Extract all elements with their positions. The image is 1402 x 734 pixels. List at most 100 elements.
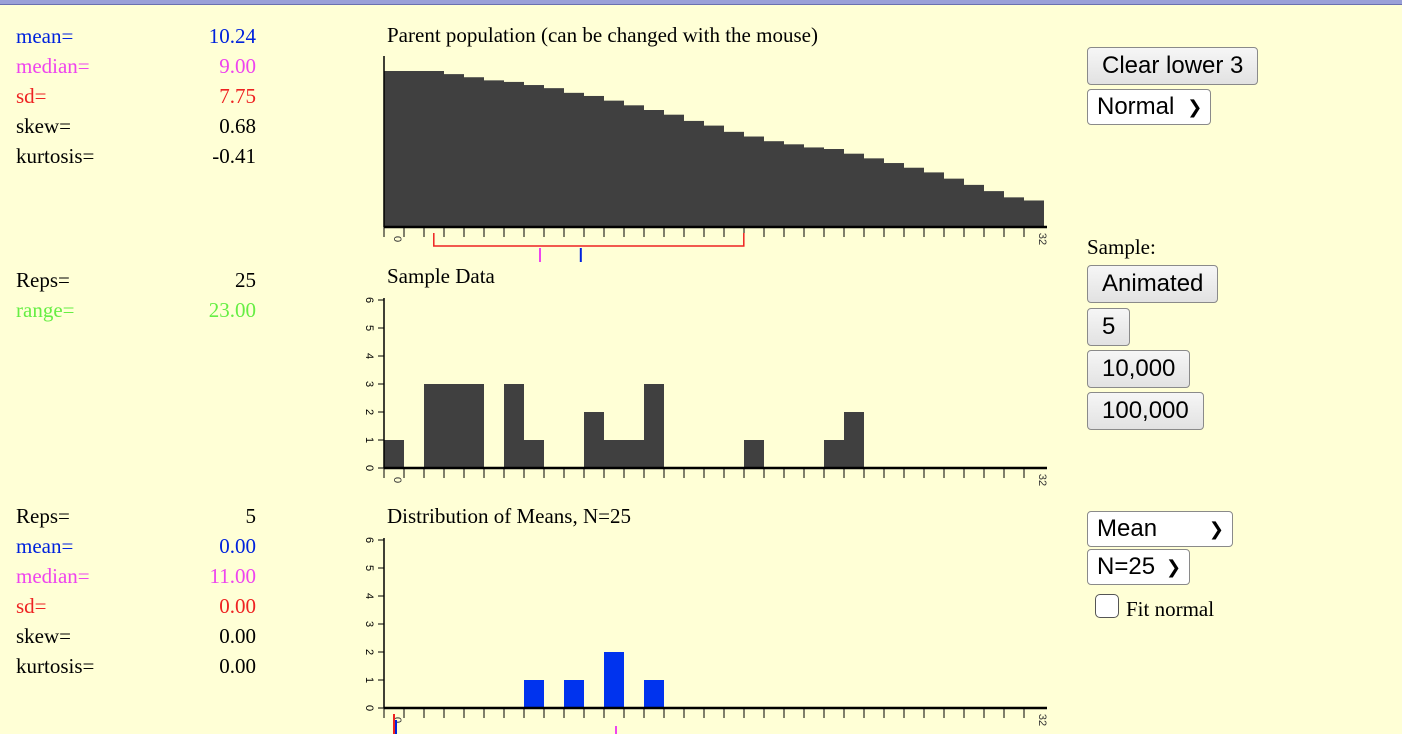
n-select[interactable]: N=25 ❯ — [1087, 549, 1191, 585]
histogram-bar — [504, 384, 524, 468]
histogram-bar — [964, 184, 984, 227]
histogram-bar — [604, 652, 624, 708]
parent-population-chart[interactable]: 0 32 — [360, 50, 1060, 265]
fit-normal-checkbox[interactable] — [1095, 594, 1119, 618]
stat-label: skew= — [16, 114, 72, 138]
histogram-bar — [504, 81, 524, 227]
histogram-bar — [1024, 200, 1044, 227]
stat-label: kurtosis= — [16, 144, 95, 168]
fit-normal-label: Fit normal — [1126, 597, 1215, 621]
n-select-value: N=25 — [1097, 553, 1156, 580]
animated-button[interactable]: Animated — [1087, 265, 1219, 303]
stat-label: kurtosis= — [16, 654, 95, 678]
stat-row: Reps= 25 — [16, 265, 256, 295]
stat-row: skew= 0.00 — [16, 621, 256, 651]
stat-value: 0.00 — [219, 534, 256, 558]
stat-label: sd= — [16, 84, 47, 108]
sample-stats-panel: Reps= 25 range= 23.00 — [16, 265, 256, 325]
histogram-bar — [564, 680, 584, 708]
sample-5-button[interactable]: 5 — [1087, 308, 1131, 346]
histogram-bar — [464, 77, 484, 228]
histogram-bar — [744, 136, 764, 227]
y-tick-label: 5 — [363, 325, 375, 331]
y-tick-label: 4 — [363, 353, 375, 359]
y-tick-label: 2 — [363, 649, 375, 655]
histogram-bar — [624, 105, 644, 227]
histogram-bar — [784, 144, 804, 227]
histogram-bar — [384, 71, 404, 227]
histogram-bar — [584, 412, 604, 468]
stat-row: sd= 0.00 — [16, 591, 256, 621]
histogram-bar — [1004, 197, 1024, 227]
distribution-select[interactable]: Normal ❯ — [1087, 89, 1212, 125]
stat-value: 23.00 — [208, 298, 256, 322]
chevron-down-icon: ❯ — [1187, 97, 1203, 117]
sample-label: Sample: — [1087, 235, 1156, 259]
stat-row: kurtosis= 0.00 — [16, 651, 256, 681]
stat-label: median= — [16, 54, 90, 78]
histogram-bar — [804, 147, 824, 227]
histogram-bar — [644, 680, 664, 708]
parent-stats-panel: mean= 10.24 median= 9.00 sd= 7.75 skew= 0.68 kur… — [16, 21, 256, 171]
stat-value: 0.68 — [219, 114, 256, 138]
histogram-bar — [924, 172, 944, 227]
y-tick-label: 0 — [363, 465, 375, 471]
clear-lower-3-button[interactable]: Clear lower 3 — [1087, 47, 1259, 85]
histogram-bar — [464, 384, 484, 468]
stat-value: 0.00 — [219, 594, 256, 618]
histogram-bar — [524, 440, 544, 468]
histogram-bar — [704, 125, 724, 227]
histogram-bar — [604, 100, 624, 227]
sample-data-chart: 0 1 2 3 4 5 6 0 32 — [363, 297, 1048, 486]
histogram-bar — [644, 110, 664, 227]
stat-label: mean= — [16, 534, 74, 558]
histogram-bar — [584, 95, 604, 228]
histogram-bar — [664, 114, 684, 227]
statistic-select[interactable]: Mean ❯ — [1087, 511, 1233, 547]
histogram-bar — [644, 384, 664, 468]
stat-row: skew= 0.68 — [16, 111, 256, 141]
stat-row: mean= 0.00 — [16, 531, 256, 561]
stat-label: skew= — [16, 624, 72, 648]
histogram-bar — [604, 440, 624, 468]
sample-title: Sample Data — [387, 264, 495, 288]
histogram-bar — [524, 680, 544, 708]
histogram-bar — [684, 120, 704, 227]
x-max-label: 32 — [1036, 233, 1048, 245]
histogram-bar — [824, 149, 844, 227]
histogram-bar — [444, 384, 464, 468]
stat-label: Reps= — [16, 504, 70, 528]
stat-value: 10.24 — [208, 24, 256, 48]
histogram-bar — [824, 440, 844, 468]
stat-row: median= 9.00 — [16, 51, 256, 81]
histogram-bar — [524, 85, 544, 227]
histogram-bar — [444, 74, 464, 228]
histogram-bar — [844, 412, 864, 468]
means-title: Distribution of Means, N=25 — [387, 504, 631, 528]
histogram-bar — [764, 141, 784, 227]
histogram-bar — [384, 440, 404, 468]
parent-title: Parent population (can be changed with t… — [387, 23, 818, 47]
stat-row: median= 11.00 — [16, 561, 256, 591]
stat-value: 11.00 — [209, 564, 256, 588]
x-min-label: 0 — [391, 236, 403, 242]
sample-10000-button[interactable]: 10,000 — [1087, 350, 1191, 388]
histogram-bar — [984, 191, 1004, 227]
means-stats-panel: Reps= 5 mean= 0.00 median= 11.00 sd= 0.00 skew= 0… — [16, 501, 256, 681]
stat-value: 0.00 — [219, 654, 256, 678]
sample-100000-button[interactable]: 100,000 — [1087, 392, 1204, 430]
histogram-bar — [904, 167, 924, 227]
y-tick-label: 2 — [363, 409, 375, 415]
histogram-bar — [944, 178, 964, 227]
histogram-bar — [404, 71, 424, 227]
stat-row: kurtosis= -0.41 — [16, 141, 256, 171]
stat-label: Reps= — [16, 268, 70, 292]
stat-label: median= — [16, 564, 90, 588]
histogram-bar — [544, 88, 564, 227]
histogram-bar — [624, 440, 644, 468]
stat-row: range= 23.00 — [16, 295, 256, 325]
stat-label: range= — [16, 298, 75, 322]
stat-value: 7.75 — [219, 84, 256, 108]
histogram-bar — [424, 71, 444, 227]
